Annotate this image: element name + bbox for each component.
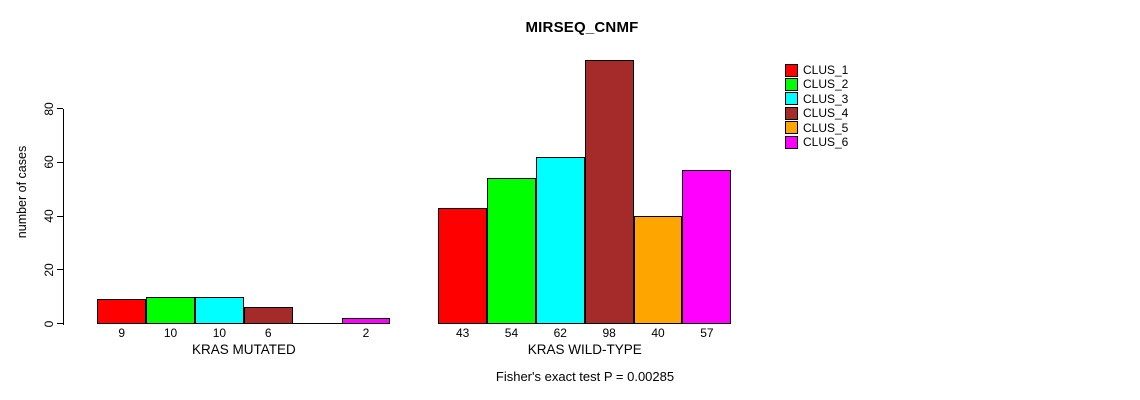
legend-label: CLUS_5 (803, 120, 849, 135)
bar-value-label: 98 (602, 326, 616, 340)
bar-value-label: 10 (163, 326, 178, 340)
legend-item-clus_5: CLUS_5 (785, 121, 848, 135)
legend-label: CLUS_1 (803, 63, 849, 77)
bar-clus_5 (292, 323, 342, 324)
bar-value-label: 54 (504, 326, 519, 340)
legend-swatch (785, 92, 798, 106)
bar-value-label: 10 (212, 326, 227, 340)
y-tick-label: 40 (42, 209, 56, 223)
legend-item-clus_6: CLUS_6 (785, 135, 848, 149)
bar-value-label: 40 (651, 326, 665, 340)
y-axis-line (63, 108, 64, 325)
bar-value-label: 43 (455, 326, 470, 340)
y-tick-label: 20 (42, 263, 56, 277)
bar-clus_4 (584, 60, 634, 324)
bar-clus_6 (341, 318, 391, 324)
bar-value-label: 2 (362, 326, 370, 340)
y-tick-mark (57, 108, 63, 109)
bar-value-label: 57 (700, 326, 714, 340)
y-tick-mark (57, 161, 63, 163)
bar-clus_1 (438, 207, 488, 324)
y-tick-mark (57, 269, 63, 271)
legend-item-clus_2: CLUS_2 (785, 77, 848, 91)
y-tick-label: 60 (42, 155, 56, 169)
bar-value-label: 62 (553, 326, 567, 340)
group-label: KRAS WILD-TYPE (527, 342, 642, 357)
bar-clus_4 (243, 307, 293, 324)
legend-swatch (785, 106, 798, 120)
legend-swatch (785, 121, 798, 135)
bar-clus_2 (146, 296, 195, 324)
bar-clus_3 (195, 296, 244, 324)
bar-clus_3 (535, 156, 585, 324)
bar-value-label: 9 (118, 326, 126, 340)
legend-swatch (785, 63, 798, 77)
bar-clus_2 (487, 178, 536, 324)
annotation-text: Fisher's exact test P = 0.00285 (495, 369, 675, 384)
y-tick-mark (57, 215, 63, 217)
legend-item-clus_1: CLUS_1 (785, 63, 848, 77)
bar-clus_1 (97, 299, 147, 324)
bar-clus_5 (633, 216, 683, 324)
bar-clus_6 (682, 170, 732, 324)
group-label: KRAS MUTATED (191, 342, 296, 357)
chart-title: MIRSEQ_CNMF (525, 19, 639, 36)
legend-item-clus_4: CLUS_4 (785, 106, 848, 120)
legend-swatch (785, 77, 798, 91)
y-tick-mark (57, 323, 63, 324)
legend-swatch (785, 135, 798, 149)
y-tick-label: 80 (42, 101, 56, 116)
legend-label: CLUS_3 (803, 91, 849, 106)
bar-value-label: 6 (264, 326, 272, 340)
y-tick-label: 0 (42, 320, 56, 327)
legend-label: CLUS_6 (803, 135, 849, 149)
y-axis-label: number of cases (15, 145, 29, 239)
legend-label: CLUS_2 (803, 77, 849, 92)
legend-label: CLUS_4 (803, 106, 849, 121)
legend-item-clus_3: CLUS_3 (785, 92, 848, 106)
